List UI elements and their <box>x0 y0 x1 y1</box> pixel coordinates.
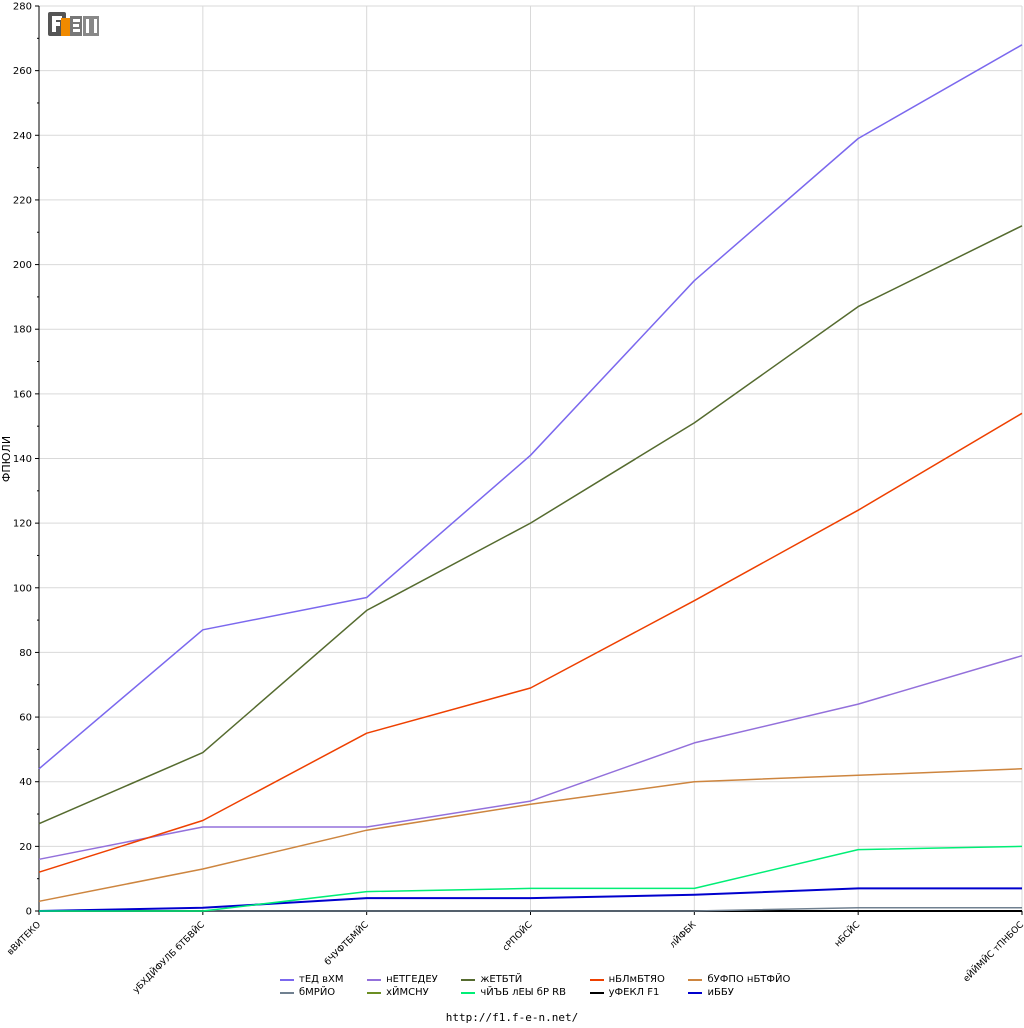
footer-url[interactable]: http://f1.f-e-n.net/ <box>445 1011 579 1024</box>
legend-swatch <box>589 978 604 981</box>
legend-label: иББУ <box>707 987 734 998</box>
legend-item: хЙМСНУ <box>367 987 447 998</box>
y-tick-label: 60 <box>19 713 32 724</box>
y-tick-label: 40 <box>19 777 32 788</box>
y-tick-label: 240 <box>13 131 32 142</box>
legend-item: иББУ <box>688 987 800 998</box>
legend-item: нЕТГЕДЕУ <box>367 974 447 985</box>
legend-swatch <box>461 991 476 994</box>
y-tick-label: 100 <box>13 583 32 594</box>
legend-label: тЕД вХМ <box>299 974 344 985</box>
series-line <box>38 44 1023 770</box>
y-tick-label: 80 <box>19 648 32 659</box>
legend-swatch <box>280 991 294 994</box>
legend-label: чЙЪБ лЕЫ бР RB <box>480 987 566 998</box>
legend-swatch <box>280 978 294 981</box>
x-tick-label: уБХДЙФУЛБ бТБВЙС <box>130 919 207 996</box>
series-line <box>38 412 1023 873</box>
legend-label: нЕТГЕДЕУ <box>386 974 438 985</box>
x-tick-label: нБСЙС <box>832 919 863 950</box>
series-line <box>38 887 1022 912</box>
legend-label: уФЕКЛ F1 <box>608 987 660 998</box>
legend-item: жЕТБТЙ <box>461 974 575 985</box>
legend-item: чЙЪБ лЕЫ бР RB <box>461 987 575 998</box>
legend-label: жЕТБТЙ <box>480 974 523 985</box>
y-tick-label: 280 <box>13 2 32 13</box>
y-tick-label: 180 <box>13 325 32 336</box>
y-tick-label: 200 <box>13 260 32 271</box>
y-tick-label: 220 <box>13 195 32 206</box>
legend-item: уФЕКЛ F1 <box>589 987 675 998</box>
y-axis-label: ФПЮЛИ <box>0 436 13 482</box>
series-line <box>38 225 1023 825</box>
legend-swatch <box>688 978 703 981</box>
x-tick-label: вВИТЕКО <box>6 920 43 957</box>
chart-legend: тЕД вХМ нЕТГЕДЕУ жЕТБТЙ нБЛмБТЯО бУФПО нБТФЙ… <box>280 974 800 998</box>
x-tick-label: еЙЙМЙС тПНБОС <box>960 919 1024 985</box>
legend-label: нБЛмБТЯО <box>608 974 665 985</box>
legend-item: нБЛмБТЯО <box>589 974 675 985</box>
y-tick-label: 140 <box>13 454 32 465</box>
legend-swatch <box>589 991 604 994</box>
legend-label: бМРЙО <box>299 987 336 998</box>
series-line <box>39 845 1023 912</box>
legend-swatch <box>367 991 382 994</box>
series-line <box>38 768 1023 903</box>
legend-label: хЙМСНУ <box>386 987 429 998</box>
legend-item: тЕД вХМ <box>280 974 353 985</box>
x-tick-label: бЧУФТБМЙС <box>322 919 371 968</box>
y-tick-label: 260 <box>13 66 32 77</box>
legend-item: бУФПО нБТФЙО <box>688 974 800 985</box>
series-line <box>38 654 1023 861</box>
y-tick-label: 0 <box>26 907 32 918</box>
legend-swatch <box>688 991 703 994</box>
x-tick-label: лЙФБК <box>667 918 699 950</box>
f1en-logo <box>48 12 99 36</box>
y-tick-label: 20 <box>19 842 32 853</box>
legend-item: бМРЙО <box>280 987 353 998</box>
y-tick-label: 120 <box>13 519 32 530</box>
legend-swatch <box>461 978 476 981</box>
y-tick-label: 160 <box>13 389 32 400</box>
legend-swatch <box>367 978 382 981</box>
x-tick-label: сРПОЙС <box>500 919 535 954</box>
legend-label: бУФПО нБТФЙО <box>707 974 791 985</box>
